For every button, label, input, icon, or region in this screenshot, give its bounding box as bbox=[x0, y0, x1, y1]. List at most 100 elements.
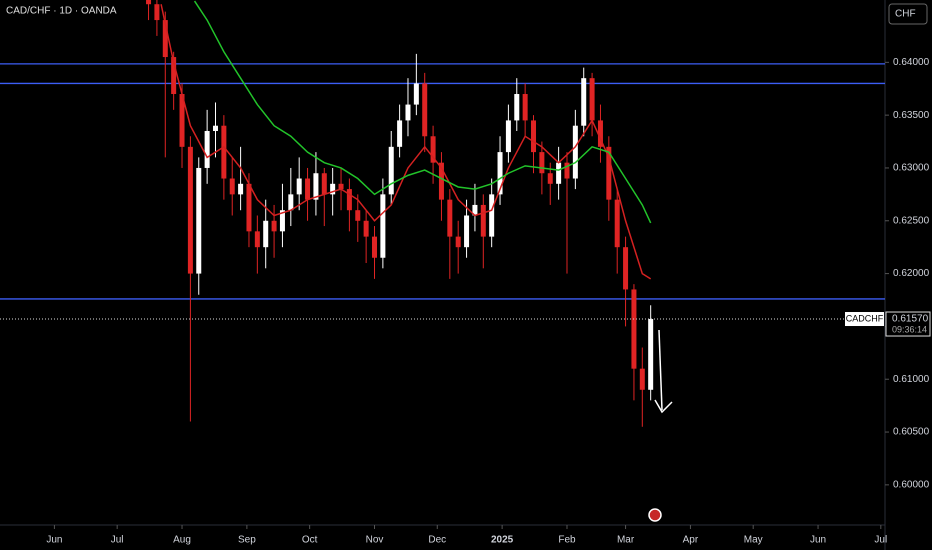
candle-body bbox=[187, 146, 193, 274]
y-tick-label: 0.63000 bbox=[893, 163, 930, 174]
candle-body bbox=[204, 130, 210, 168]
arrow-annotation bbox=[654, 329, 673, 414]
candle-body bbox=[581, 78, 587, 126]
candle-body bbox=[363, 220, 369, 237]
candle-body bbox=[154, 4, 160, 21]
x-tick-label: Feb bbox=[558, 535, 576, 546]
arrow-head bbox=[654, 399, 673, 414]
candle-body bbox=[296, 178, 302, 195]
candle-body bbox=[313, 173, 319, 200]
candle-body bbox=[589, 78, 595, 121]
candle-body bbox=[531, 120, 537, 153]
candle-body bbox=[229, 178, 235, 195]
candle-body bbox=[179, 94, 185, 147]
x-tick-label: Dec bbox=[428, 535, 446, 546]
candle-body bbox=[430, 136, 436, 163]
candle-body bbox=[514, 94, 520, 121]
candle-body bbox=[648, 319, 654, 390]
x-tick-label: Aug bbox=[173, 535, 191, 546]
candle-body bbox=[330, 183, 336, 195]
candle-body bbox=[279, 210, 285, 232]
candle-body bbox=[288, 194, 294, 211]
arrow-shaft bbox=[658, 329, 663, 411]
candle-body bbox=[212, 125, 218, 131]
candle-body bbox=[489, 194, 495, 237]
candle-body bbox=[263, 220, 269, 248]
candle-body bbox=[455, 236, 461, 248]
candle-body bbox=[572, 125, 578, 179]
candle-body bbox=[480, 204, 486, 237]
last-price-label: 0.61570 bbox=[892, 314, 929, 325]
x-tick-label: Jul bbox=[874, 535, 887, 546]
candle-body bbox=[522, 94, 528, 121]
last-price-box bbox=[885, 311, 931, 337]
candle-body bbox=[497, 152, 503, 195]
candle-body bbox=[422, 83, 428, 137]
candle-body bbox=[547, 173, 553, 184]
candle-body bbox=[413, 83, 419, 105]
y-tick-label: 0.61000 bbox=[893, 374, 930, 385]
currency-box[interactable] bbox=[888, 3, 928, 25]
candle-body bbox=[146, 0, 152, 5]
moving-average bbox=[160, 4, 652, 280]
x-tick-label: 2025 bbox=[491, 535, 514, 546]
candle-body bbox=[238, 183, 244, 195]
x-tick-label: Jun bbox=[810, 535, 826, 546]
x-tick-label: Nov bbox=[366, 535, 384, 546]
x-tick-label: Jul bbox=[111, 535, 124, 546]
candle-body bbox=[614, 199, 620, 248]
candle-body bbox=[271, 220, 277, 232]
y-tick-label: 0.62500 bbox=[893, 215, 930, 226]
x-tick-label: Oct bbox=[302, 535, 318, 546]
candle-body bbox=[372, 236, 378, 258]
plot-area bbox=[0, 0, 885, 427]
candle-body bbox=[631, 289, 637, 369]
candle-body bbox=[539, 152, 545, 174]
y-tick-label: 0.60500 bbox=[893, 427, 930, 438]
candle-body bbox=[162, 20, 168, 58]
candle-body bbox=[305, 178, 311, 200]
candle-body bbox=[321, 173, 327, 195]
candle-body bbox=[388, 146, 394, 195]
candle-body bbox=[464, 215, 470, 248]
candle-body bbox=[472, 204, 478, 216]
countdown: 09:36:14 bbox=[892, 324, 927, 334]
event-icon[interactable] bbox=[648, 508, 662, 522]
moving-average bbox=[193, 0, 652, 224]
candle-body bbox=[606, 146, 612, 200]
y-tick-label: 0.64000 bbox=[893, 57, 930, 68]
candle-body bbox=[639, 368, 645, 390]
candle-body bbox=[597, 120, 603, 147]
candle-body bbox=[556, 162, 562, 184]
y-tick-label: 0.62000 bbox=[893, 268, 930, 279]
candle-body bbox=[447, 199, 453, 237]
candle-body bbox=[171, 57, 177, 95]
candle-body bbox=[380, 194, 386, 258]
candle-body bbox=[564, 162, 570, 179]
candle-body bbox=[505, 120, 511, 153]
currency[interactable]: CHF bbox=[895, 9, 916, 20]
x-tick-label: Sep bbox=[238, 535, 256, 546]
x-tick-label: May bbox=[744, 535, 763, 546]
candle-body bbox=[346, 189, 352, 211]
candle-body bbox=[254, 231, 260, 248]
candle-body bbox=[397, 120, 403, 147]
x-tick-label: Apr bbox=[683, 535, 699, 546]
symbol-box bbox=[845, 312, 884, 327]
symbol-label: CADCHF bbox=[846, 313, 884, 323]
candle-body bbox=[405, 104, 411, 121]
y-tick-label: 0.63500 bbox=[893, 110, 930, 121]
y-tick-label: 0.60000 bbox=[893, 479, 930, 490]
x-tick-label: Jun bbox=[46, 535, 62, 546]
candle-body bbox=[196, 167, 202, 274]
candle-body bbox=[246, 183, 252, 232]
candle-body bbox=[438, 162, 444, 200]
candle-body bbox=[355, 210, 361, 221]
candle-body bbox=[338, 183, 344, 190]
candle-body bbox=[221, 125, 227, 179]
chart-title: CAD/CHF · 1D · OANDA bbox=[6, 6, 117, 17]
x-tick-label: Mar bbox=[617, 535, 635, 546]
